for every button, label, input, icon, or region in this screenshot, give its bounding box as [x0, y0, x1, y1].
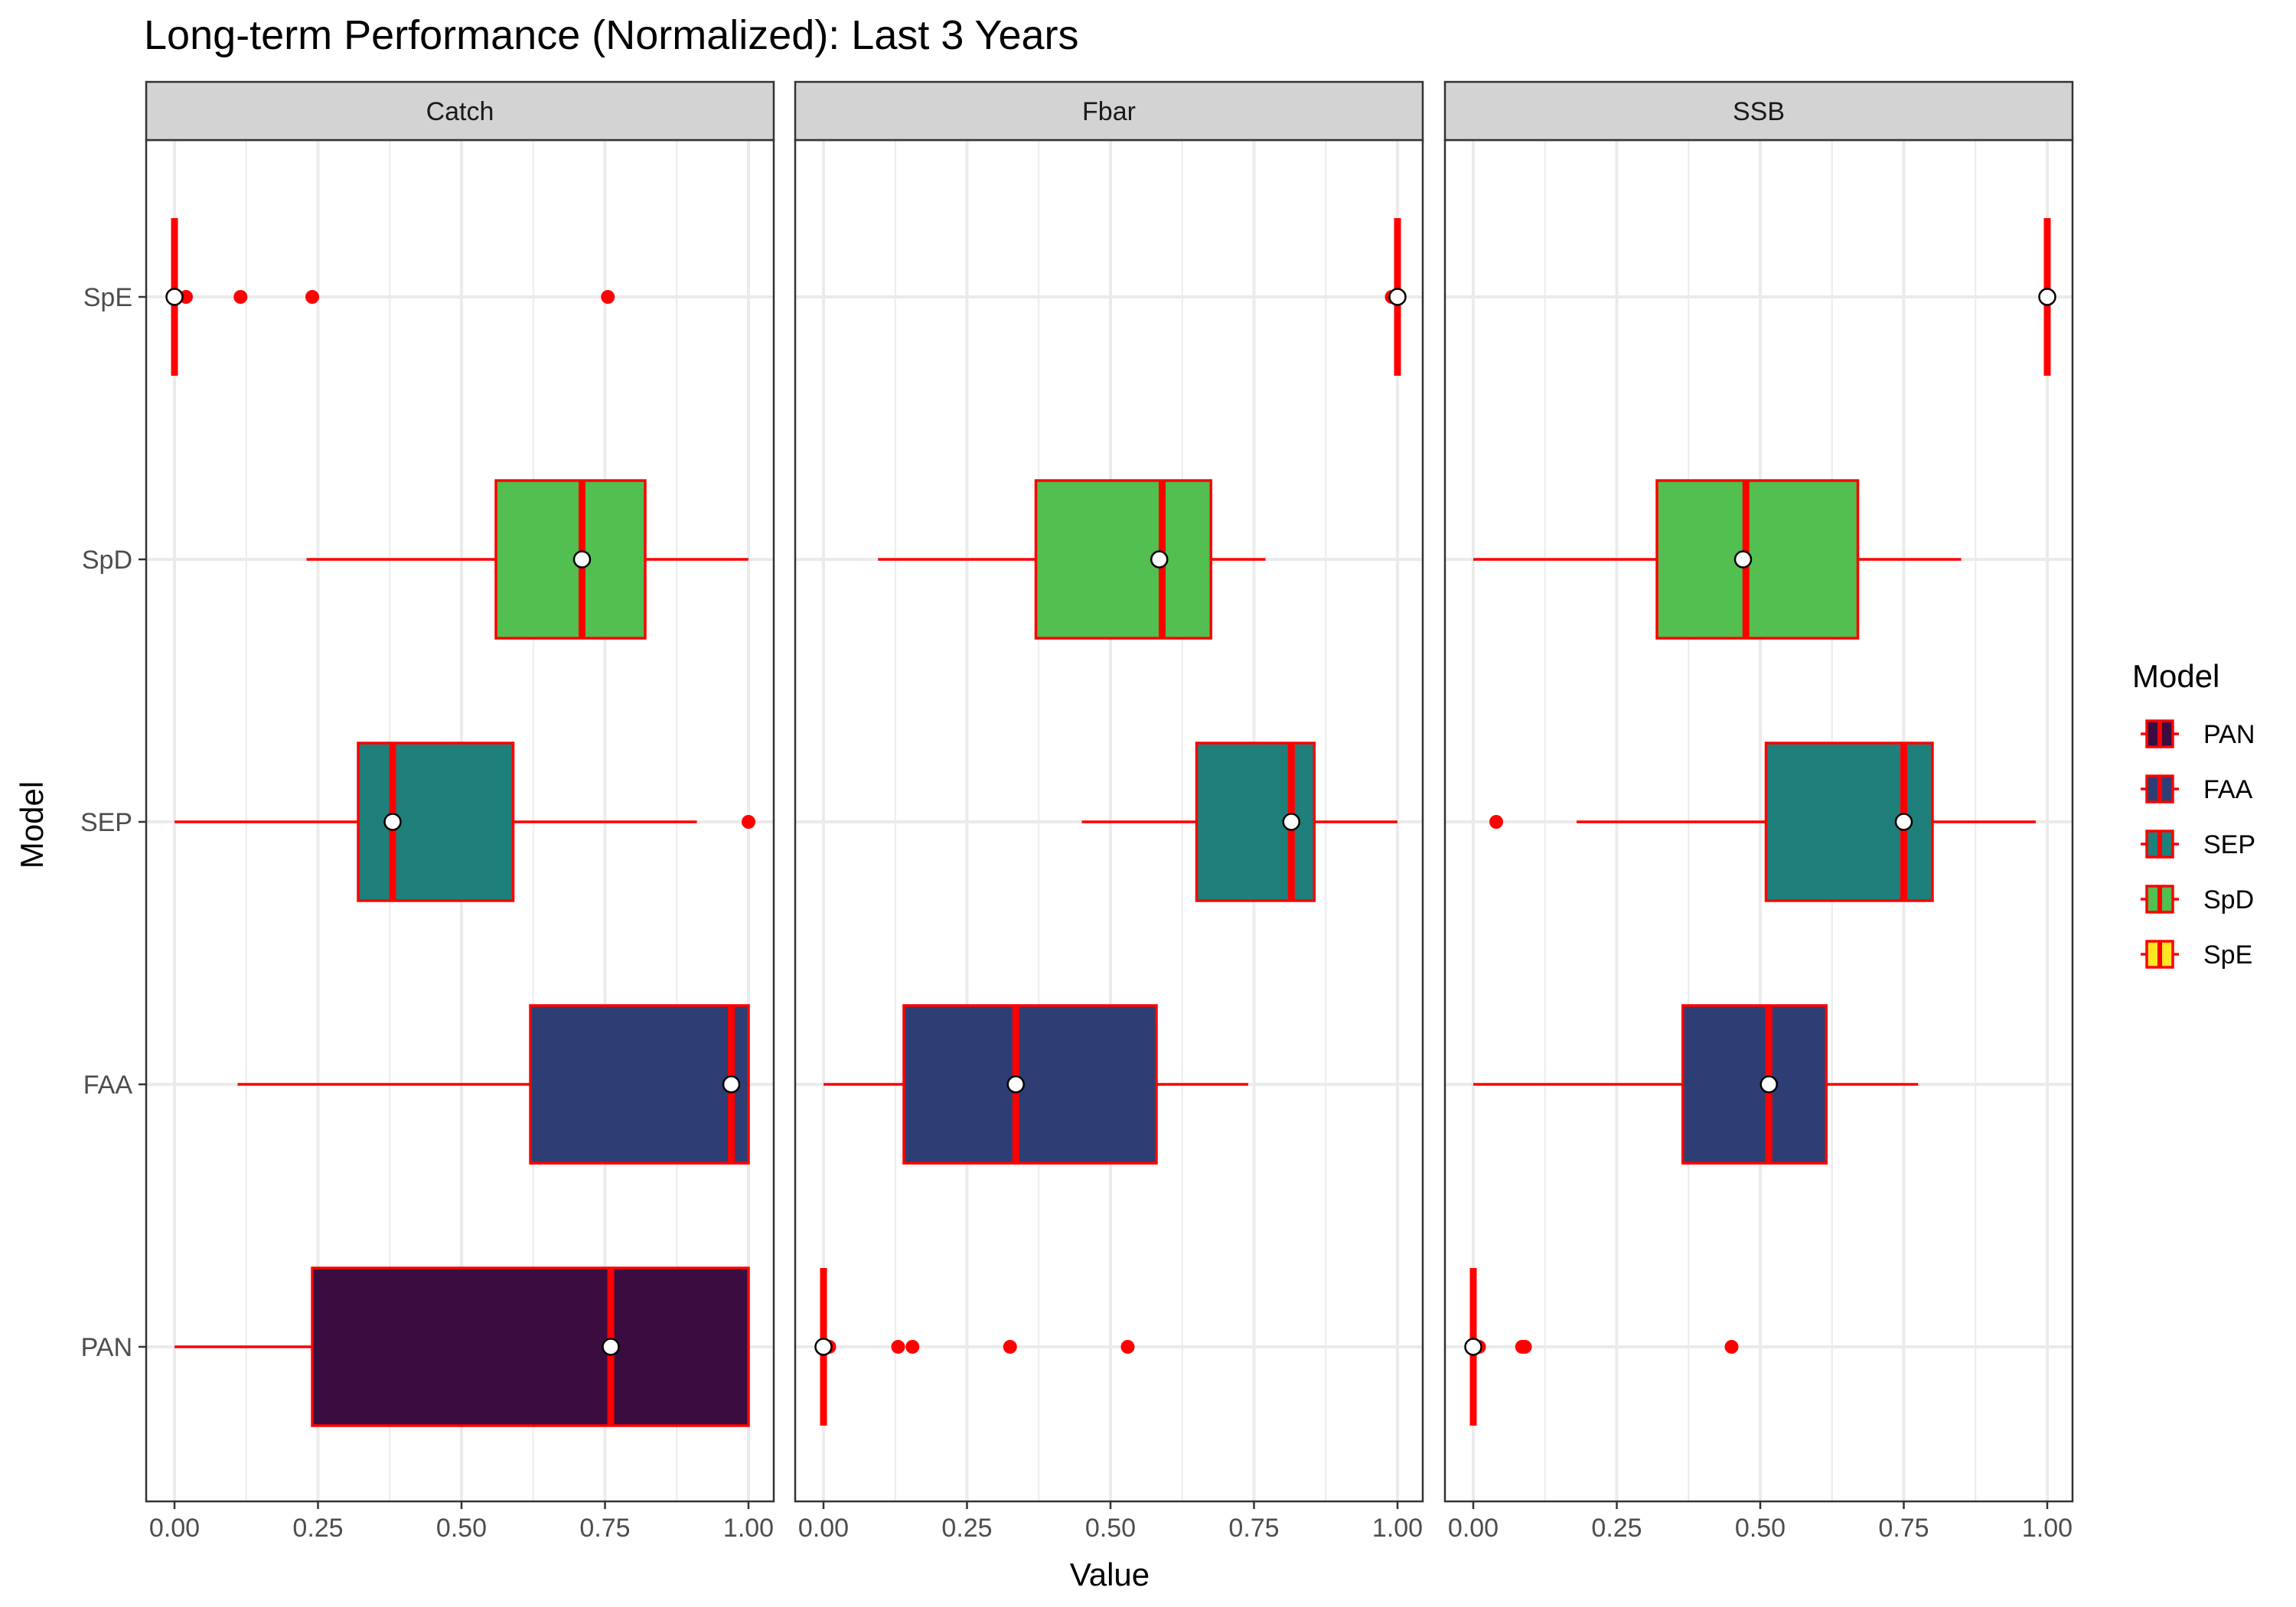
box-body: [1655, 479, 1860, 640]
mean-marker: [1150, 550, 1169, 569]
box-body: [1681, 1004, 1828, 1165]
box-body: [1034, 479, 1212, 640]
strip-label: Catch: [426, 97, 494, 126]
mean-marker: [602, 1338, 620, 1356]
outlier-point: [1724, 1340, 1739, 1354]
mean-marker: [1006, 1075, 1025, 1094]
strip-label: Fbar: [1082, 97, 1136, 126]
outlier-point: [891, 1340, 905, 1354]
x-axis-title: Value: [1070, 1556, 1150, 1592]
panel-catch: Catch 0.00 0.25 0.50 0.75 1.00 PAN FAA SEP SpD SpE: [80, 80, 775, 1543]
chart-title: Long-term Performance (Normalized): Last…: [144, 12, 1079, 58]
outlier-point: [305, 290, 319, 304]
x-tick-label: 1.00: [1372, 1514, 1423, 1543]
box-body: [902, 1004, 1158, 1165]
mean-marker: [722, 1075, 741, 1094]
x-tick-label: 0.25: [941, 1514, 992, 1543]
legend-label: PAN: [2203, 720, 2255, 749]
box-faa: [237, 1004, 750, 1165]
x-tick-label: 0.00: [798, 1514, 849, 1543]
facet-panels: Catch 0.00 0.25 0.50 0.75 1.00 PAN FAA SEP SpD SpE…: [80, 80, 2074, 1543]
mean-marker: [2038, 288, 2056, 306]
legend: Model PAN FAA SEP SpD SpE: [2132, 658, 2255, 970]
box-spd: [878, 479, 1266, 640]
legend-entry-faa: FAA: [2141, 774, 2253, 804]
strip-background: [1443, 80, 2074, 142]
box-pan: [814, 1268, 1135, 1426]
y-axis-title: Model: [14, 781, 50, 869]
box-spe: [2038, 218, 2056, 376]
box-faa: [823, 1004, 1248, 1165]
x-tick-label: 0.50: [1735, 1514, 1786, 1543]
box-body: [494, 479, 647, 640]
x-tick-label: 0.00: [1448, 1514, 1499, 1543]
legend-entry-pan: PAN: [2141, 719, 2255, 749]
legend-label: FAA: [2203, 775, 2253, 804]
x-tick-label: 0.75: [1878, 1514, 1929, 1543]
panel-fbar: Fbar 0.00 0.25 0.50 0.75 1.00: [794, 80, 1424, 1543]
outlier-point: [601, 290, 615, 304]
box-pan: [174, 1266, 750, 1427]
y-tick-label: SpD: [82, 546, 132, 575]
mean-marker: [383, 813, 402, 831]
outlier-point: [742, 815, 755, 829]
legend-entry-spe: SpE: [2141, 940, 2252, 970]
mean-marker: [165, 288, 184, 306]
box-faa: [1473, 1004, 1919, 1165]
y-tick-label: PAN: [81, 1333, 132, 1362]
box-body: [357, 742, 515, 902]
legend-title: Model: [2132, 658, 2219, 694]
box-sep: [174, 742, 755, 902]
mean-marker: [1464, 1338, 1482, 1356]
strip-background: [145, 80, 775, 142]
strip-background: [794, 80, 1424, 142]
box-sep: [1081, 742, 1397, 902]
x-tick-label: 0.75: [579, 1514, 630, 1543]
x-tick-label: 0.25: [292, 1514, 343, 1543]
legend-entry-sep: SEP: [2141, 830, 2255, 859]
box-spd: [306, 479, 748, 640]
outlier-point: [905, 1340, 920, 1354]
y-tick-label: SEP: [80, 808, 132, 837]
box-spd: [1473, 479, 1962, 640]
outlier-point: [233, 290, 248, 304]
outlier-point: [1489, 815, 1503, 829]
x-tick-label: 0.50: [1085, 1514, 1136, 1543]
panel-ssb: SSB 0.00 0.25 0.50 0.75 1.00: [1443, 80, 2074, 1543]
x-tick-label: 1.00: [2022, 1514, 2073, 1543]
mean-marker: [814, 1338, 833, 1356]
x-tick-label: 0.50: [436, 1514, 487, 1543]
legend-label: SpD: [2203, 885, 2254, 914]
mean-marker: [1760, 1075, 1778, 1094]
strip-label: SSB: [1733, 97, 1785, 126]
y-tick-label: SpE: [83, 283, 132, 312]
x-tick-label: 0.25: [1591, 1514, 1642, 1543]
legend-label: SEP: [2203, 830, 2255, 859]
box-sep: [1489, 742, 2036, 902]
outlier-point: [1003, 1340, 1017, 1354]
box-spe: [1384, 218, 1407, 376]
x-tick-label: 0.75: [1228, 1514, 1279, 1543]
box-body: [311, 1266, 750, 1427]
mean-marker: [1388, 288, 1407, 306]
box-pan: [1464, 1268, 1739, 1426]
mean-marker: [1282, 813, 1300, 831]
legend-label: SpE: [2203, 940, 2252, 970]
outlier-point: [1120, 1340, 1135, 1354]
mean-marker: [1733, 550, 1753, 569]
y-tick-label: FAA: [83, 1071, 133, 1100]
legend-entry-spd: SpD: [2141, 885, 2254, 914]
box-body: [529, 1004, 750, 1165]
outlier-point: [1518, 1340, 1532, 1354]
box-spe: [165, 218, 615, 376]
mean-marker: [1894, 813, 1913, 831]
x-tick-label: 0.00: [149, 1514, 200, 1543]
mean-marker: [572, 550, 592, 569]
x-tick-label: 1.00: [723, 1514, 774, 1543]
